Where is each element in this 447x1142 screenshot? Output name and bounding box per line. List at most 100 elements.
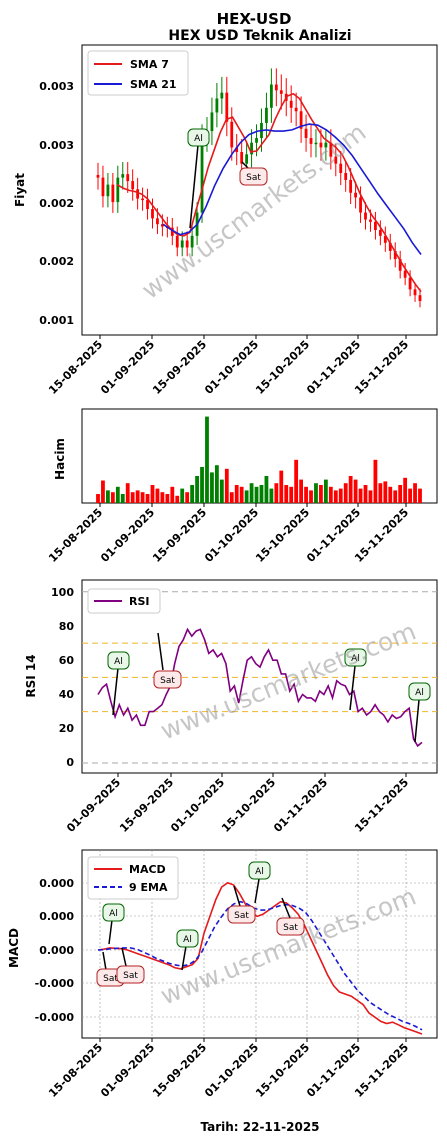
macd-badge-arrow <box>108 919 113 945</box>
candle-body <box>359 197 362 213</box>
candle-body <box>309 138 313 144</box>
macd-badge: Al <box>102 903 125 945</box>
macd-badge: Sat <box>116 947 145 984</box>
macd-badge-box <box>116 965 145 984</box>
macd-ytick: 0.000 <box>39 877 74 890</box>
candle-body <box>408 277 412 290</box>
signal-legend-label: 9 EMA <box>129 881 168 894</box>
volume-bar <box>279 470 284 503</box>
price-ytick: 0.002 <box>39 197 74 210</box>
volume-bar <box>393 490 398 503</box>
volume-bar <box>205 416 209 503</box>
volume-bar <box>200 467 204 503</box>
macd-badge-label: Al <box>255 867 264 877</box>
volume-bar <box>314 483 318 503</box>
rsi-badge-buy-1: Al <box>107 651 130 716</box>
volume-bar <box>135 490 140 503</box>
volume-bar <box>195 476 199 503</box>
rsi-xtick: 15-10-2025 <box>219 776 278 835</box>
volume-plot-frame <box>81 408 438 504</box>
macd-badge-label: Sat <box>234 911 249 921</box>
macd-badge: Sat <box>227 885 256 924</box>
candle-body <box>245 154 249 164</box>
volume-bar <box>160 492 165 503</box>
rsi-badge-buy-3: Al <box>408 682 431 743</box>
price-badge-sell-box <box>239 167 268 186</box>
volume-bar <box>403 477 408 503</box>
macd-badge-label: Al <box>183 935 192 945</box>
candle-body <box>250 142 253 155</box>
volume-bar <box>383 481 388 503</box>
macd-badge-arrow <box>254 878 260 904</box>
macd-badge-arrow <box>181 945 187 971</box>
sma21-legend-label: SMA 21 <box>130 78 177 91</box>
rsi-badge-buy-2: Al <box>344 648 367 711</box>
sma7-line <box>116 92 422 293</box>
macd-xlabel: Tarih: 22-11-2025 <box>200 1120 319 1134</box>
price-xtick: 15-08-2025 <box>46 338 105 397</box>
price-xtick: 01-09-2025 <box>98 338 157 397</box>
candle-body <box>106 184 110 197</box>
macd-badge-arrow <box>121 947 127 967</box>
candle-body <box>354 192 357 198</box>
candle-body <box>314 142 318 145</box>
macd-xtick: 01-09-2025 <box>98 1041 157 1100</box>
candle-body <box>230 121 234 148</box>
candle-body <box>131 181 135 190</box>
volume-bar <box>373 459 378 503</box>
volume-bar <box>274 483 279 503</box>
candle-body <box>269 84 273 108</box>
candle-body <box>294 107 298 112</box>
volume-bar <box>229 492 234 503</box>
volume-bar <box>125 483 130 503</box>
macd-xtick: 15-09-2025 <box>150 1041 209 1100</box>
volume-bar <box>338 488 343 503</box>
candle-body <box>398 259 402 271</box>
rsi-badge-label: Al <box>351 654 360 664</box>
figure-subtitle: HEX USD Teknik Analizi <box>168 28 351 44</box>
candle-body <box>101 177 105 197</box>
rsi-ytick: 60 <box>59 654 75 667</box>
macd-badge-box <box>102 903 125 922</box>
candle-body <box>200 138 204 213</box>
candle-body <box>383 235 387 243</box>
candle-body <box>334 156 338 164</box>
volume-bar <box>120 494 125 503</box>
rsi-badge-label: Sat <box>160 676 175 686</box>
candle-body <box>175 235 179 248</box>
candle-body <box>235 147 239 153</box>
volume-bar <box>244 490 249 503</box>
price-ytick: 0.003 <box>39 80 74 93</box>
volume-bar <box>323 479 328 503</box>
price-badge-sell-label: Sat <box>246 173 261 183</box>
rsi-xtick: 01-09-2025 <box>64 776 123 835</box>
rsi-legend-box <box>87 588 161 614</box>
candle-body <box>299 111 303 129</box>
volume-xtick: 15-09-2025 <box>150 506 209 565</box>
candle-body <box>393 250 397 260</box>
volume-bar <box>289 486 294 503</box>
rsi-badge-label: Al <box>114 657 123 667</box>
rsi-badge-arrow <box>414 699 420 743</box>
candle-body <box>180 240 184 248</box>
volume-bar <box>408 488 412 503</box>
price-ylabel: Fiyat <box>13 173 27 207</box>
price-badge-buy: Al <box>187 128 210 229</box>
volume-bar <box>299 479 304 503</box>
rsi-line <box>97 627 423 748</box>
candle-body <box>413 289 417 296</box>
volume-bar <box>106 490 110 503</box>
volume-bar <box>110 492 115 503</box>
volume-bar <box>219 479 224 503</box>
candle-body <box>96 174 100 178</box>
volume-bar <box>304 486 308 503</box>
macd-ytick: 0.000 <box>39 910 74 923</box>
volume-bar <box>259 485 264 503</box>
macd-xtick: 15-08-2025 <box>46 1041 105 1100</box>
rsi-legend-label: RSI <box>129 595 150 608</box>
rsi-ytick: 40 <box>59 688 75 701</box>
volume-bar <box>388 486 393 503</box>
macd-line <box>97 881 423 1035</box>
candle-body <box>403 270 407 278</box>
